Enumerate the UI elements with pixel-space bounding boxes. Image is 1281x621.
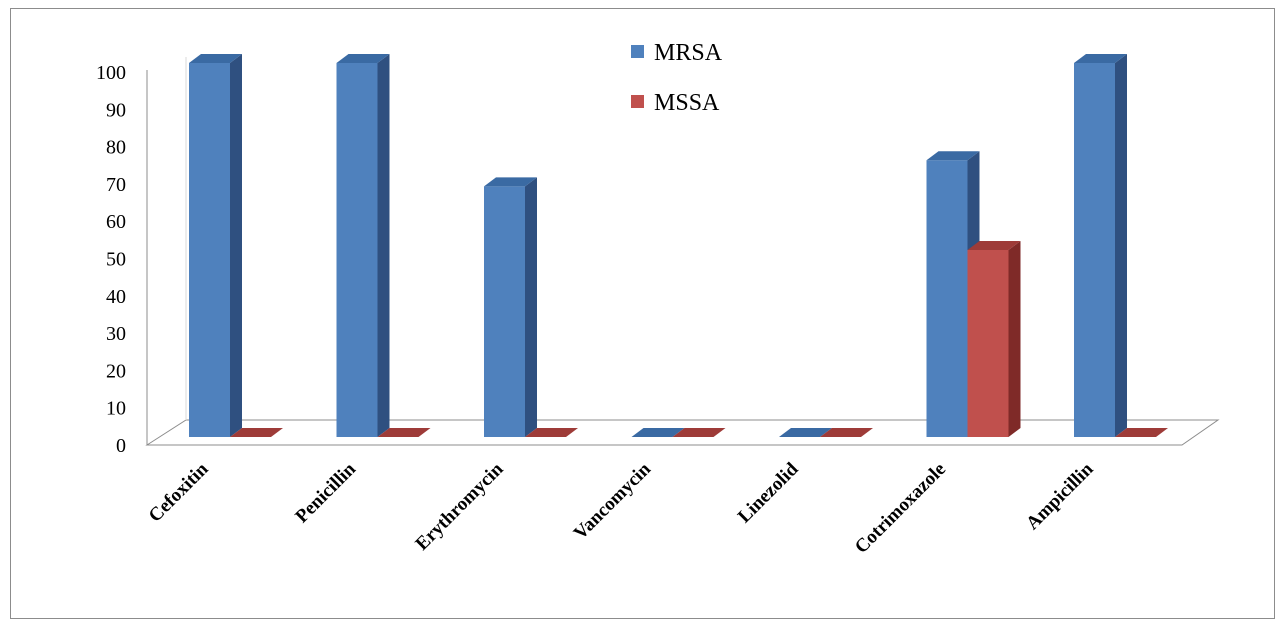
bar-mssa-cefoxitin	[230, 428, 283, 437]
y-tick-label: 80	[106, 137, 126, 159]
category-labels: Cefoxitin Penicillin Erythromycin Vancomyci…	[145, 458, 1098, 557]
y-tick-label: 10	[106, 398, 126, 420]
bar-mrsa-erythromycin	[484, 177, 537, 438]
bar-mssa-penicillin	[377, 428, 431, 437]
y-tick-label: 40	[106, 286, 126, 308]
bar-mssa-ampicillin	[1115, 428, 1168, 437]
bar-mrsa-linezolid	[779, 428, 832, 437]
bar-side	[377, 54, 390, 437]
legend: MRSA MSSA	[631, 40, 723, 116]
bar-mrsa-ampicillin	[1074, 54, 1127, 437]
bar-top	[1074, 54, 1127, 63]
bar-front	[1074, 63, 1115, 437]
category-label: Vancomycin	[570, 458, 656, 544]
bar-mrsa-penicillin	[336, 54, 390, 437]
legend-swatch-mssa	[631, 95, 644, 108]
y-tick-label: 70	[106, 174, 126, 196]
bar-mssa-linezolid	[820, 428, 873, 437]
bar-front	[189, 63, 230, 437]
y-tick-label: 50	[106, 249, 126, 271]
category-label: Cotrimoxazole	[851, 459, 950, 558]
bar-mrsa-vancomycin	[631, 428, 685, 437]
floor-outline	[145, 419, 1220, 446]
bar-top	[820, 428, 873, 437]
bar-top	[672, 428, 726, 437]
bar-side	[1008, 241, 1021, 437]
bar-side	[230, 54, 242, 437]
bar-top	[1115, 428, 1168, 437]
bar-side	[525, 177, 537, 438]
y-tick-label: 90	[106, 99, 126, 121]
y-tick-label: 100	[96, 62, 126, 84]
bar-mssa-cotrimoxazole	[967, 241, 1021, 437]
bar-top	[230, 428, 283, 437]
bar-front	[926, 160, 968, 438]
y-tick-label: 20	[106, 360, 126, 382]
bar-top	[336, 54, 390, 63]
bar-front	[967, 250, 1009, 437]
bar-top	[967, 241, 1021, 250]
category-label: Ampicillin	[1022, 458, 1098, 534]
bar-mrsa-cefoxitin	[189, 54, 242, 437]
category-label: Linezolid	[734, 458, 803, 527]
bar-top	[525, 428, 578, 437]
bars	[189, 54, 1168, 438]
y-tick-label: 0	[116, 435, 126, 457]
y-tick-label: 60	[106, 211, 126, 233]
bar-front	[484, 186, 525, 437]
bar-top	[484, 177, 537, 187]
legend-swatch-mrsa	[631, 45, 644, 58]
category-label: Penicillin	[291, 458, 360, 527]
chart-floor	[145, 57, 1220, 446]
bar-top	[189, 54, 242, 63]
bar-top	[377, 428, 431, 437]
bar-front	[336, 63, 378, 437]
bar-top	[631, 428, 685, 437]
legend-label-mrsa: MRSA	[654, 40, 723, 66]
bar-side	[1115, 54, 1127, 437]
y-axis: 0 10 20 30 40 50 60 70 80 90 100	[96, 62, 148, 457]
bar-mssa-vancomycin	[672, 428, 726, 437]
bar-top	[926, 151, 980, 161]
category-label: Erythromycin	[412, 458, 508, 554]
bar-mssa-erythromycin	[525, 428, 578, 437]
legend-label-mssa: MSSA	[654, 90, 720, 116]
y-tick-label: 30	[106, 323, 126, 345]
category-label: Cefoxitin	[145, 458, 213, 526]
bar-top	[779, 428, 832, 437]
